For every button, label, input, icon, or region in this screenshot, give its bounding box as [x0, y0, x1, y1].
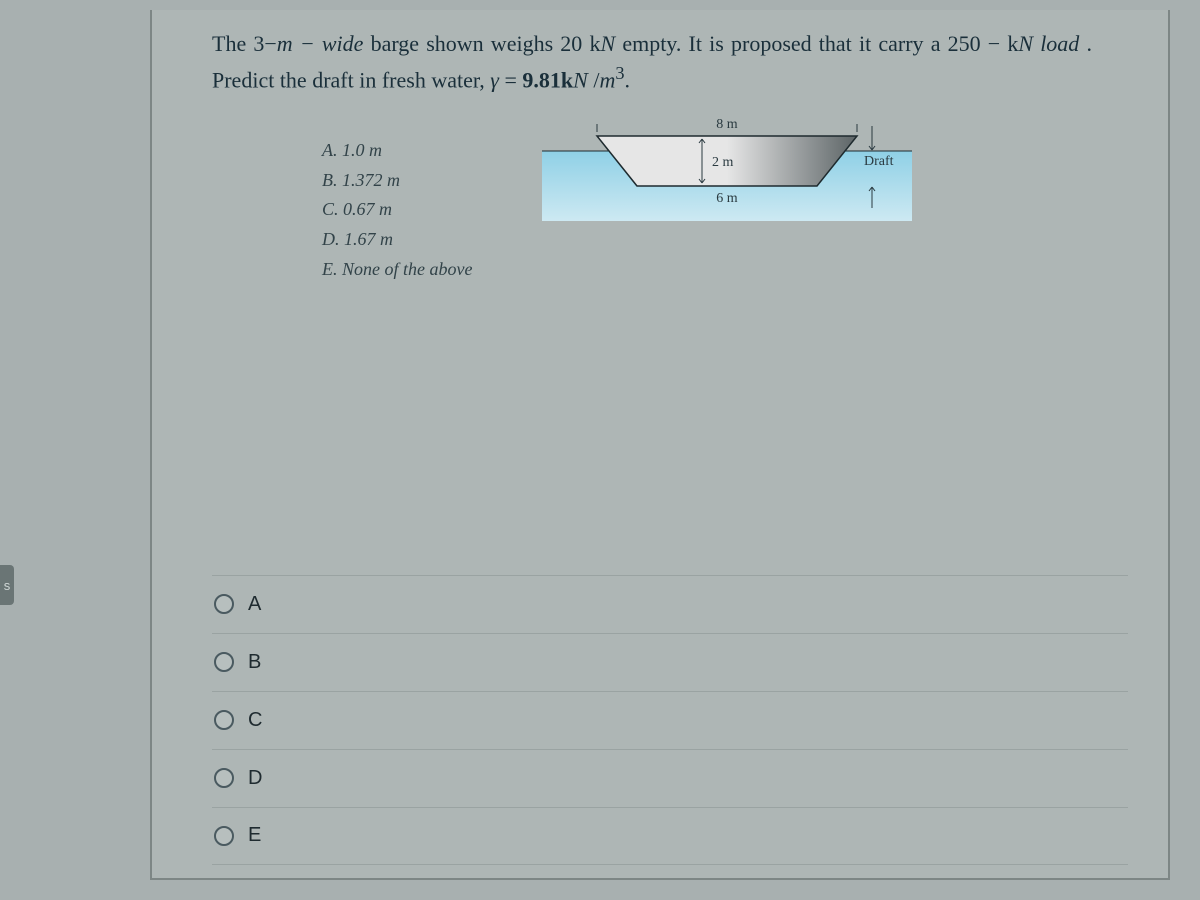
barge-figure: 8 m 2 m 6 m Draft: [542, 106, 912, 236]
choice-item: D. 1.67 m: [322, 225, 472, 255]
choice-item: C. 0.67 m: [322, 195, 472, 225]
answer-option-label: C: [248, 709, 262, 732]
answer-option-label: E: [248, 824, 261, 847]
svg-text:Draft: Draft: [864, 154, 894, 169]
answer-option-b[interactable]: B: [212, 633, 1128, 691]
choice-item: E. None of the above: [322, 255, 472, 285]
radio-icon[interactable]: [214, 652, 234, 672]
answer-option-label: A: [248, 593, 261, 616]
radio-icon[interactable]: [214, 768, 234, 788]
side-tab-label: s: [4, 578, 11, 593]
radio-icon[interactable]: [214, 826, 234, 846]
side-tab[interactable]: s: [0, 565, 14, 605]
question-stem: The 3−m − wide barge shown weighs 20 kN …: [212, 28, 1092, 96]
answer-option-label: D: [248, 767, 262, 790]
choice-item: A. 1.0 m: [322, 136, 472, 166]
barge-diagram-svg: 8 m 2 m 6 m Draft: [542, 106, 912, 236]
svg-text:8 m: 8 m: [717, 117, 739, 132]
answer-option-d[interactable]: D: [212, 749, 1128, 807]
choice-list: A. 1.0 mB. 1.372 mC. 0.67 mD. 1.67 mE. N…: [212, 136, 472, 284]
question-card: The 3−m − wide barge shown weighs 20 kN …: [150, 10, 1170, 880]
answer-option-a[interactable]: A: [212, 575, 1128, 633]
svg-text:2 m: 2 m: [712, 155, 734, 170]
svg-text:6 m: 6 m: [717, 191, 739, 206]
choice-item: B. 1.372 m: [322, 166, 472, 196]
answer-options: A B C D E: [212, 575, 1128, 865]
answer-option-e[interactable]: E: [212, 807, 1128, 865]
answer-option-c[interactable]: C: [212, 691, 1128, 749]
content-row: A. 1.0 mB. 1.372 mC. 0.67 mD. 1.67 mE. N…: [212, 136, 1128, 284]
radio-icon[interactable]: [214, 710, 234, 730]
answer-option-label: B: [248, 651, 261, 674]
radio-icon[interactable]: [214, 594, 234, 614]
